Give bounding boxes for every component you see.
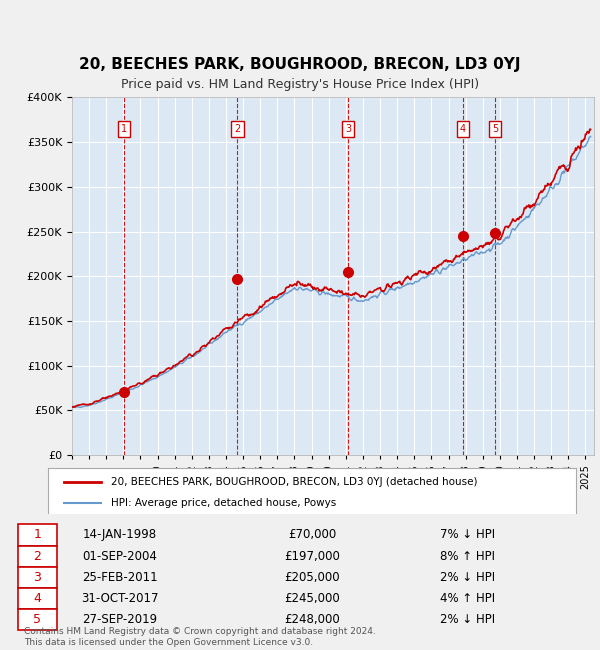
Text: £245,000: £245,000 <box>284 592 340 605</box>
Text: Contains HM Land Registry data © Crown copyright and database right 2024.
This d: Contains HM Land Registry data © Crown c… <box>24 627 376 647</box>
Text: 27-SEP-2019: 27-SEP-2019 <box>82 613 158 626</box>
Text: 14-JAN-1998: 14-JAN-1998 <box>83 528 157 541</box>
Text: 1: 1 <box>121 124 127 134</box>
Text: 4: 4 <box>34 592 41 605</box>
Text: 4: 4 <box>460 124 466 134</box>
Text: 2% ↓ HPI: 2% ↓ HPI <box>440 571 496 584</box>
FancyBboxPatch shape <box>18 609 57 630</box>
Text: 31-OCT-2017: 31-OCT-2017 <box>81 592 159 605</box>
Text: 3: 3 <box>34 571 41 584</box>
Text: £248,000: £248,000 <box>284 613 340 626</box>
Text: 01-SEP-2004: 01-SEP-2004 <box>83 550 157 563</box>
Text: 25-FEB-2011: 25-FEB-2011 <box>82 571 158 584</box>
Text: 2: 2 <box>34 550 41 563</box>
Text: 7% ↓ HPI: 7% ↓ HPI <box>440 528 496 541</box>
Text: 1: 1 <box>34 528 41 541</box>
Text: 5: 5 <box>34 613 41 626</box>
Text: 8% ↑ HPI: 8% ↑ HPI <box>440 550 496 563</box>
Text: 2% ↓ HPI: 2% ↓ HPI <box>440 613 496 626</box>
Text: 5: 5 <box>492 124 499 134</box>
Text: 4% ↑ HPI: 4% ↑ HPI <box>440 592 496 605</box>
Text: 20, BEECHES PARK, BOUGHROOD, BRECON, LD3 0YJ (detached house): 20, BEECHES PARK, BOUGHROOD, BRECON, LD3… <box>112 476 478 487</box>
Text: £70,000: £70,000 <box>288 528 336 541</box>
Text: £205,000: £205,000 <box>284 571 340 584</box>
Text: 20, BEECHES PARK, BOUGHROOD, BRECON, LD3 0YJ: 20, BEECHES PARK, BOUGHROOD, BRECON, LD3… <box>79 57 521 72</box>
Text: 3: 3 <box>346 124 352 134</box>
Text: £197,000: £197,000 <box>284 550 340 563</box>
Text: HPI: Average price, detached house, Powys: HPI: Average price, detached house, Powy… <box>112 498 337 508</box>
FancyBboxPatch shape <box>18 567 57 588</box>
Text: 2: 2 <box>235 124 241 134</box>
FancyBboxPatch shape <box>18 525 57 545</box>
Text: Price paid vs. HM Land Registry's House Price Index (HPI): Price paid vs. HM Land Registry's House … <box>121 78 479 91</box>
FancyBboxPatch shape <box>18 545 57 567</box>
FancyBboxPatch shape <box>18 588 57 609</box>
